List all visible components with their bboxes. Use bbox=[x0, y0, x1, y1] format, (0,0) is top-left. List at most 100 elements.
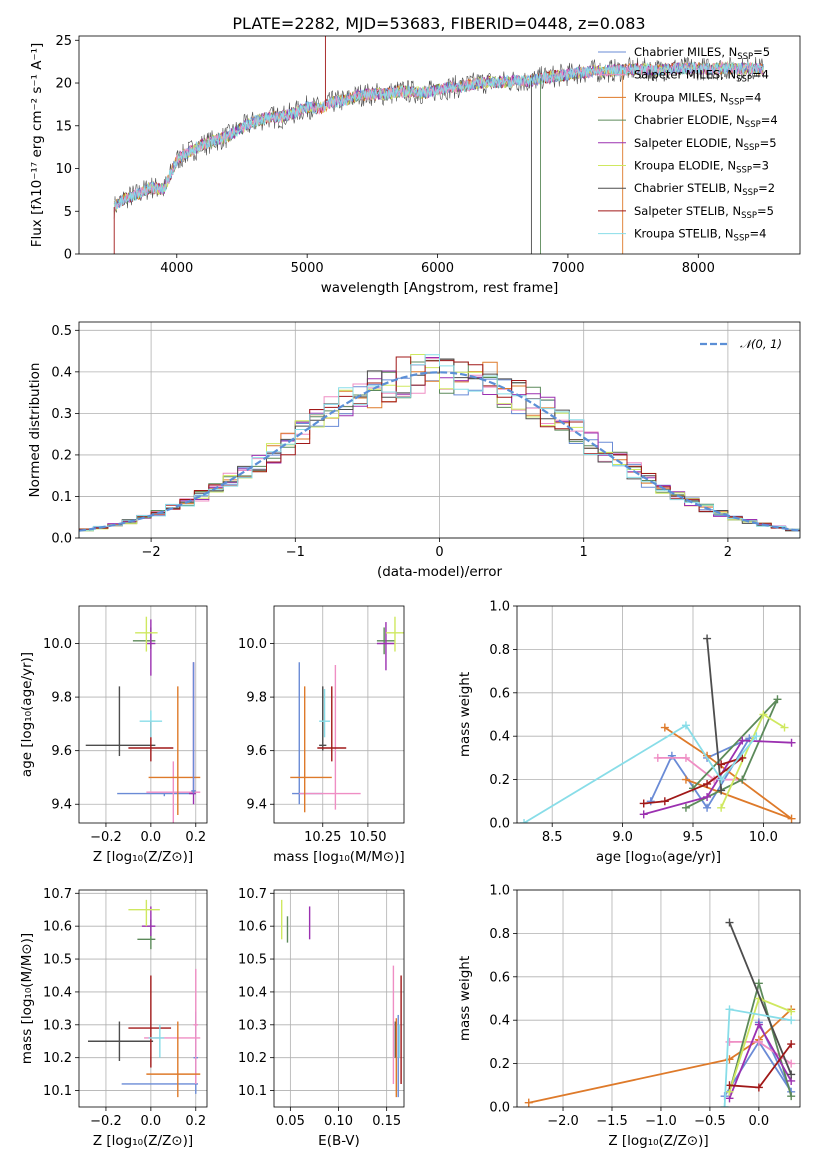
age-vs-mass-panel: 10.25 10.50 9.4 9.6 9.8 10.0 mass [log₁₀(M/M⊙)… bbox=[238, 605, 405, 865]
x-axis-label: age [log₁₀(age/yr)] bbox=[596, 849, 721, 865]
histogram-series bbox=[79, 354, 800, 538]
x-tick-label: 0.0 bbox=[141, 830, 162, 845]
weight-marker bbox=[681, 775, 690, 784]
x-tick-label: −1 bbox=[286, 545, 305, 560]
weight-marker bbox=[773, 695, 782, 704]
normal-curve bbox=[79, 371, 800, 532]
x-axis-label: Z [log₁₀(Z/Z⊙)] bbox=[608, 1133, 708, 1149]
y-tick-label: 5 bbox=[64, 205, 72, 220]
weight-marker bbox=[703, 792, 712, 801]
y-tick-label: 10.4 bbox=[238, 985, 267, 1000]
y-tick-label: 0.4 bbox=[51, 365, 72, 380]
legend-entry: Salpeter STELIB, NSSP=5 bbox=[634, 204, 774, 221]
mass-vs-Z-panel: −0.2 0.0 0.2 10.1 10.2 10.3 10.4 10.5 10.6 10.7 Z … bbox=[19, 887, 208, 1149]
y-tick-label: 10.3 bbox=[43, 1018, 72, 1033]
x-axis-label: E(B-V) bbox=[318, 1133, 360, 1149]
y-tick-label: 10 bbox=[55, 162, 72, 177]
y-tick-label: 0.2 bbox=[489, 773, 510, 788]
y-tick-label: 20 bbox=[55, 77, 72, 92]
errorbars bbox=[281, 899, 402, 1098]
y-tick-label: 10.5 bbox=[238, 953, 267, 968]
weight-lines bbox=[520, 634, 796, 823]
x-axis-label: wavelength [Angstrom, rest frame] bbox=[321, 280, 559, 296]
x-tick-label: 0.05 bbox=[276, 1114, 305, 1129]
legend-entry: Kroupa STELIB, NSSP=4 bbox=[634, 227, 766, 244]
weight-marker bbox=[725, 1037, 734, 1046]
x-tick-label: 5000 bbox=[291, 261, 324, 276]
y-axis-label: mass [log₁₀(M/M⊙)] bbox=[19, 933, 35, 1064]
y-tick-label: 9.4 bbox=[246, 798, 267, 813]
x-tick-label: 6000 bbox=[421, 261, 454, 276]
weight-marker bbox=[754, 1083, 763, 1092]
x-tick-label: 10.25 bbox=[304, 830, 341, 845]
weight-series-line bbox=[685, 698, 779, 809]
weight-marker bbox=[787, 1092, 796, 1101]
y-tick-label: 9.8 bbox=[51, 691, 72, 706]
legend-entry: Chabrier STELIB, NSSP=2 bbox=[634, 181, 775, 198]
y-axis-label: mass weight bbox=[457, 672, 473, 757]
y-tick-label: 15 bbox=[55, 119, 72, 134]
x-tick-label: −0.5 bbox=[694, 1114, 726, 1129]
x-tick-label: 7000 bbox=[551, 261, 584, 276]
y-tick-label: 10.7 bbox=[43, 887, 72, 902]
weight-marker bbox=[759, 710, 768, 719]
weight-marker bbox=[738, 736, 747, 745]
weight-series-line bbox=[728, 922, 793, 1075]
y-tick-label: 10.4 bbox=[43, 985, 72, 1000]
weight-marker bbox=[639, 810, 648, 819]
y-axis-label: Flux [fλ10⁻¹⁷ erg cm⁻² s⁻¹ A⁻¹] bbox=[29, 43, 45, 248]
y-tick-label: 0.6 bbox=[489, 970, 510, 985]
y-tick-label: 0.4 bbox=[489, 1014, 510, 1029]
y-tick-label: 0.8 bbox=[489, 927, 510, 942]
y-tick-label: 9.8 bbox=[246, 691, 267, 706]
x-tick-label: 0 bbox=[435, 545, 443, 560]
figure-title: PLATE=2282, MJD=53683, FIBERID=0448, z=0… bbox=[232, 14, 645, 33]
y-tick-label: 0.6 bbox=[489, 686, 510, 701]
x-tick-label: 8.5 bbox=[542, 830, 563, 845]
y-tick-label: 0.0 bbox=[489, 1101, 510, 1116]
x-tick-label: 8000 bbox=[682, 261, 715, 276]
weight-marker bbox=[703, 779, 712, 788]
weight-series-line bbox=[657, 757, 743, 781]
legend-entry: Salpeter ELODIE, NSSP=5 bbox=[634, 136, 777, 153]
weight-marker bbox=[717, 775, 726, 784]
x-tick-label: 0.10 bbox=[324, 1114, 353, 1129]
weight-marker bbox=[787, 1040, 796, 1049]
y-tick-label: 0.3 bbox=[51, 407, 72, 422]
y-axis-label: mass weight bbox=[457, 956, 473, 1041]
weight-marker bbox=[725, 1081, 734, 1090]
residuals-panel: −2 −1 0 1 2 0.0 0.1 0.2 0.3 0.4 0.5 (data-model)/er… bbox=[27, 321, 801, 580]
x-axis-label: Z [log₁₀(Z/Z⊙)] bbox=[93, 1133, 193, 1149]
weight-series-line bbox=[643, 739, 792, 816]
y-tick-label: 9.6 bbox=[246, 744, 267, 759]
x-tick-label: 9.5 bbox=[683, 830, 704, 845]
weight-marker bbox=[720, 1103, 729, 1107]
histogram-steps bbox=[79, 354, 800, 538]
legend-entry: Chabrier ELODIE, NSSP=4 bbox=[634, 113, 778, 130]
axes-frame bbox=[516, 605, 801, 824]
spectrum-panel: 4000 5000 6000 7000 8000 0 5 10 15 20 25 wavelength… bbox=[29, 34, 801, 296]
y-tick-label: 0.5 bbox=[51, 324, 72, 339]
y-tick-label: 25 bbox=[55, 34, 72, 49]
errorbars bbox=[85, 616, 201, 823]
y-tick-label: 0 bbox=[64, 248, 72, 263]
y-tick-label: 9.4 bbox=[51, 798, 72, 813]
axes-frame bbox=[273, 889, 405, 1108]
weight-marker bbox=[660, 723, 669, 732]
weight-marker bbox=[639, 799, 648, 808]
x-axis-label: (data-model)/error bbox=[377, 564, 503, 580]
legend-entry: Kroupa ELODIE, NSSP=3 bbox=[634, 159, 769, 176]
x-tick-label: 1 bbox=[580, 545, 588, 560]
x-tick-label: 4000 bbox=[160, 261, 193, 276]
y-tick-label: 0.2 bbox=[489, 1057, 510, 1072]
weight-marker bbox=[738, 775, 747, 784]
weight-series-line bbox=[706, 638, 723, 791]
x-axis-label: mass [log₁₀(M/M⊙)] bbox=[273, 849, 404, 865]
weight-marker bbox=[754, 1020, 763, 1029]
legend-entry: Salpeter MILES, NSSP=4 bbox=[634, 68, 769, 85]
weight-marker bbox=[754, 1037, 763, 1046]
axes-frame bbox=[78, 605, 208, 824]
spectrum-lines bbox=[113, 36, 764, 254]
legend-entry: Kroupa MILES, NSSP=4 bbox=[634, 90, 761, 107]
